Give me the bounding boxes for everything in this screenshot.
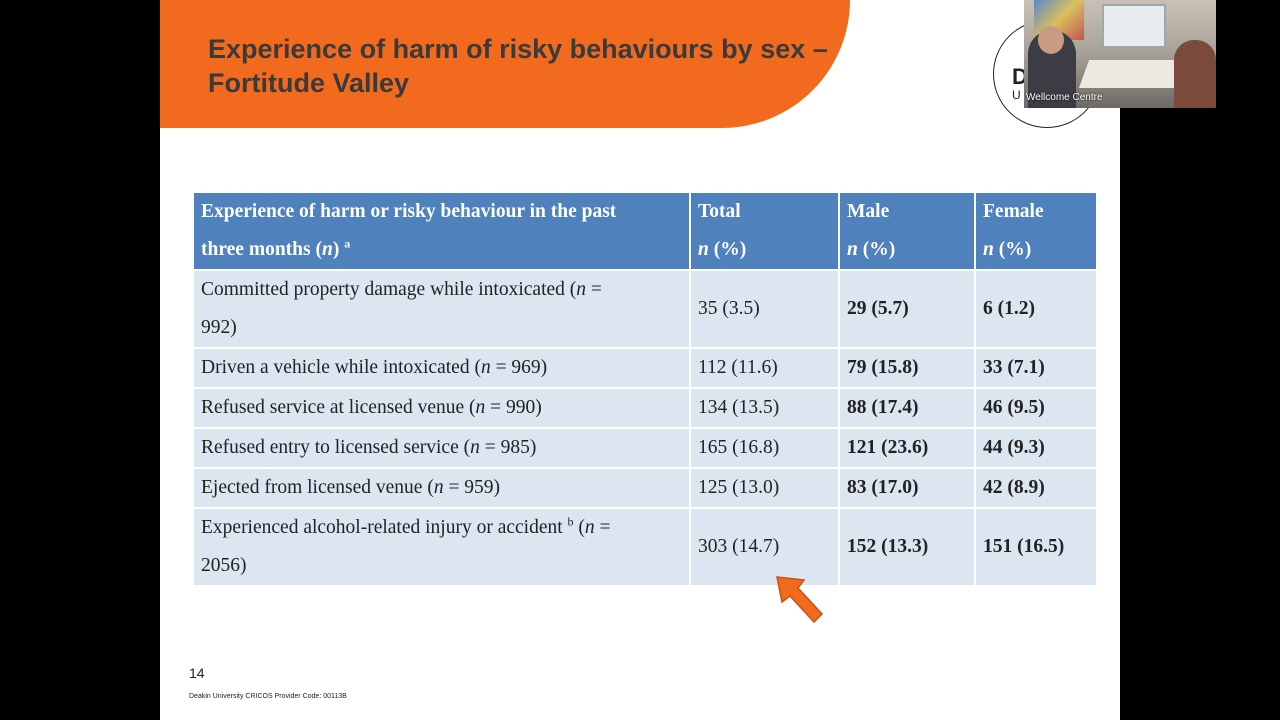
row-count: 2056) [201,555,247,576]
slide: Experience of harm of risky behaviours b… [160,0,1120,720]
table-row: Ejected from licensed venue (n = 959) 12… [194,468,1098,509]
row-label: Refused entry to licensed service (n = 9… [194,428,691,469]
table-header-row: Experience of harm or risky behaviour in… [194,193,1098,271]
row-eq: = 969) [490,357,548,378]
row-sup: b [567,514,574,529]
row-n: n [433,477,444,498]
deakin-logo-text: D [1012,64,1028,89]
row-label: Ejected from licensed venue (n = 959) [194,468,691,509]
header-sup: a [344,236,351,251]
row-n: n [470,437,480,458]
row-label-text: Committed property damage while intoxica… [201,279,577,300]
header-behaviour-line2: three months ( [201,239,322,260]
male-cell: 79 (15.8) [839,348,976,389]
row-n: n [480,357,491,378]
table-row: Driven a vehicle while intoxicated (n = … [194,348,1098,389]
row-n: n [475,397,486,418]
row-paren: ( [573,517,585,538]
row-eq: = [586,279,602,300]
row-count: 992) [201,317,237,338]
room-window [1102,4,1166,48]
female-cell: 151 (16.5) [975,508,1098,587]
row-eq: = 990) [485,397,542,418]
harm-table: Experience of harm or risky behaviour in… [194,193,1098,587]
female-cell: 46 (9.5) [975,388,1098,429]
row-label-text: Driven a vehicle while intoxicated ( [201,357,481,378]
title-line-1: Experience of harm of risky behaviours b… [208,34,828,64]
total-cell: 112 (11.6) [690,348,840,389]
row-eq: = [594,517,611,538]
male-cell: 83 (17.0) [839,468,976,509]
header-behaviour: Experience of harm or risky behaviour in… [194,193,691,271]
row-label-text: Ejected from licensed venue ( [201,477,434,498]
header-total-label: Total [698,201,741,222]
header-close: ) [332,239,345,260]
row-label: Committed property damage while intoxica… [194,270,691,349]
row-label-text: Refused service at licensed venue ( [201,397,476,418]
total-cell: 134 (13.5) [690,388,840,429]
total-cell: 165 (16.8) [690,428,840,469]
title-line-2: Fortitude Valley [208,68,410,98]
header-n: n [321,239,333,260]
row-label: Driven a vehicle while intoxicated (n = … [194,348,691,389]
page-number: 14 [189,665,205,681]
participant-figure [1174,40,1216,108]
male-cell: 29 (5.7) [839,270,976,349]
table-row: Refused entry to licensed service (n = 9… [194,428,1098,469]
row-label-text: Experienced alcohol-related injury or ac… [201,517,568,538]
header-female-label: Female [983,201,1044,222]
header-total: Total n (%) [690,193,840,271]
row-n: n [576,279,587,300]
male-cell: 88 (17.4) [839,388,976,429]
header-total-n: n [698,239,709,260]
title-banner [160,0,850,128]
female-cell: 44 (9.3) [975,428,1098,469]
total-cell: 35 (3.5) [690,270,840,349]
table-row: Committed property damage while intoxica… [194,270,1098,349]
male-cell: 152 (13.3) [839,508,976,587]
pointer-arrow-icon [776,576,824,624]
header-total-pct: (%) [708,239,747,260]
female-cell: 33 (7.1) [975,348,1098,389]
female-cell: 42 (8.9) [975,468,1098,509]
male-cell: 121 (23.6) [839,428,976,469]
row-eq: = 959) [443,477,501,498]
participant-head [1038,26,1064,54]
header-female: Female n (%) [975,193,1098,271]
header-female-pct: (%) [993,239,1032,260]
header-male-n: n [847,239,858,260]
row-label: Refused service at licensed venue (n = 9… [194,388,691,429]
header-male-pct: (%) [857,239,896,260]
header-female-n: n [983,239,994,260]
header-male: Male n (%) [839,193,976,271]
header-male-label: Male [847,201,890,222]
row-eq: = 985) [479,437,537,458]
total-cell: 125 (13.0) [690,468,840,509]
footer-cricos: Deakin University CRICOS Provider Code: … [189,693,347,700]
table-row: Refused service at licensed venue (n = 9… [194,388,1098,429]
participant-name-label: Wellcome Centre [1026,92,1103,103]
row-label-text: Refused entry to licensed service ( [201,437,471,458]
total-cell: 303 (14.7) [690,508,840,587]
female-cell: 6 (1.2) [975,270,1098,349]
slide-title: Experience of harm of risky behaviours b… [208,32,848,100]
table-row: Experienced alcohol-related injury or ac… [194,508,1098,587]
participant-video-tile[interactable]: Wellcome Centre [1024,0,1216,108]
row-n: n [584,517,595,538]
row-label: Experienced alcohol-related injury or ac… [194,508,691,587]
header-behaviour-line1: Experience of harm or risky behaviour in… [201,201,617,222]
deakin-logo-sub: U [1012,88,1021,102]
